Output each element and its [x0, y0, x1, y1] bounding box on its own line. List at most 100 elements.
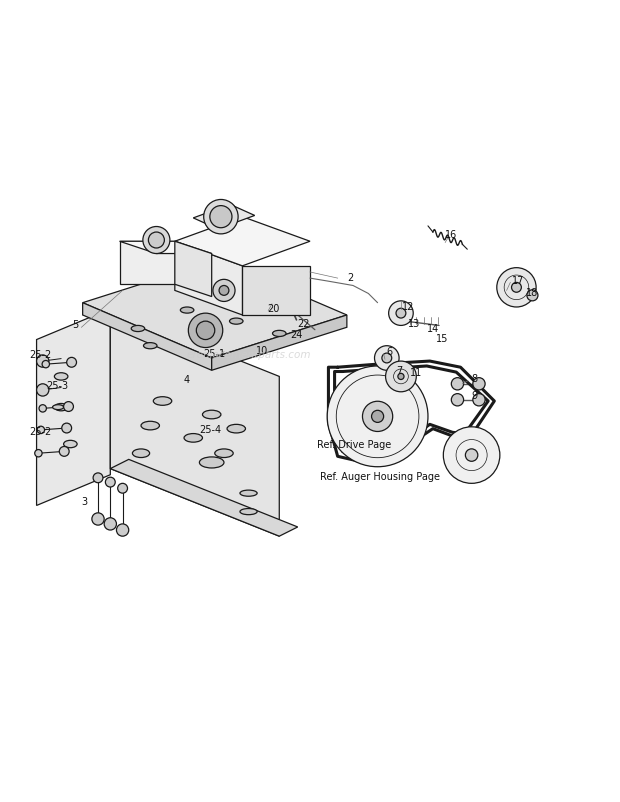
Circle shape	[37, 355, 49, 367]
Polygon shape	[120, 241, 175, 284]
Circle shape	[512, 282, 521, 292]
Circle shape	[398, 374, 404, 379]
Circle shape	[213, 279, 235, 302]
Circle shape	[64, 402, 73, 411]
Circle shape	[148, 232, 164, 248]
Polygon shape	[175, 217, 310, 265]
Ellipse shape	[180, 307, 194, 313]
Circle shape	[527, 290, 538, 301]
Circle shape	[42, 360, 50, 368]
Circle shape	[197, 321, 215, 339]
Ellipse shape	[240, 490, 257, 496]
Ellipse shape	[131, 326, 144, 331]
Text: 25-1: 25-1	[204, 349, 226, 358]
Polygon shape	[110, 309, 279, 537]
Ellipse shape	[153, 397, 172, 405]
Circle shape	[204, 200, 238, 234]
Text: ereplacementparts.com: ereplacementparts.com	[186, 350, 311, 360]
Text: 14: 14	[427, 324, 439, 334]
Polygon shape	[242, 265, 310, 315]
Circle shape	[143, 226, 170, 253]
Text: Ref. Drive Page: Ref. Drive Page	[317, 440, 391, 450]
Circle shape	[497, 268, 536, 307]
Ellipse shape	[229, 318, 243, 324]
Text: 12: 12	[402, 302, 415, 312]
Text: 20: 20	[267, 304, 280, 314]
Circle shape	[219, 286, 229, 295]
Ellipse shape	[200, 457, 224, 468]
Text: Ref. Auger Housing Page: Ref. Auger Housing Page	[320, 472, 440, 482]
Ellipse shape	[215, 449, 233, 457]
Polygon shape	[82, 260, 347, 358]
Circle shape	[39, 405, 46, 412]
Ellipse shape	[133, 449, 149, 457]
Ellipse shape	[141, 421, 159, 430]
Text: 11: 11	[410, 368, 422, 379]
Polygon shape	[37, 309, 110, 505]
Polygon shape	[175, 241, 242, 315]
Circle shape	[443, 427, 500, 484]
Text: 3: 3	[81, 497, 87, 508]
Circle shape	[37, 426, 45, 434]
Circle shape	[37, 384, 49, 396]
Text: 24: 24	[290, 330, 303, 339]
Ellipse shape	[227, 424, 246, 433]
Polygon shape	[175, 241, 211, 297]
Ellipse shape	[64, 440, 77, 448]
Ellipse shape	[143, 342, 157, 349]
Ellipse shape	[273, 330, 286, 337]
Circle shape	[104, 518, 117, 530]
Circle shape	[62, 423, 71, 433]
Circle shape	[386, 361, 416, 392]
Ellipse shape	[193, 337, 206, 342]
Circle shape	[396, 308, 406, 318]
Ellipse shape	[203, 410, 221, 419]
Text: 4: 4	[184, 375, 190, 385]
Circle shape	[118, 484, 128, 493]
Circle shape	[92, 512, 104, 525]
Ellipse shape	[184, 434, 203, 442]
Text: 6: 6	[387, 347, 393, 358]
Circle shape	[451, 378, 464, 390]
Text: 13: 13	[409, 318, 420, 329]
Circle shape	[105, 477, 115, 487]
Text: 15: 15	[436, 334, 448, 344]
Circle shape	[93, 473, 103, 483]
Ellipse shape	[55, 403, 68, 411]
Polygon shape	[110, 460, 298, 537]
Circle shape	[473, 394, 485, 406]
Circle shape	[210, 205, 232, 228]
Circle shape	[473, 378, 485, 390]
Text: 17: 17	[512, 276, 524, 286]
Circle shape	[389, 301, 413, 326]
Ellipse shape	[240, 508, 257, 515]
Text: 5: 5	[72, 321, 78, 330]
Text: 16: 16	[445, 230, 458, 240]
Circle shape	[382, 353, 392, 363]
Text: 9: 9	[472, 391, 478, 401]
Circle shape	[363, 401, 392, 431]
Text: 22: 22	[298, 319, 310, 329]
Text: 25-2: 25-2	[30, 427, 52, 437]
Circle shape	[466, 449, 478, 461]
Polygon shape	[82, 302, 211, 371]
Text: 25-2: 25-2	[30, 350, 52, 360]
Circle shape	[374, 346, 399, 371]
Circle shape	[188, 313, 223, 347]
Polygon shape	[120, 241, 211, 253]
Text: 25-4: 25-4	[199, 426, 221, 435]
Polygon shape	[193, 205, 255, 229]
Text: 10: 10	[256, 346, 268, 355]
Ellipse shape	[53, 405, 64, 410]
Text: 18: 18	[526, 288, 539, 298]
Text: 25-3: 25-3	[46, 381, 68, 391]
Ellipse shape	[55, 373, 68, 380]
Circle shape	[67, 358, 76, 367]
Circle shape	[327, 366, 428, 467]
Circle shape	[117, 524, 129, 537]
Circle shape	[451, 394, 464, 406]
Circle shape	[60, 447, 69, 456]
Text: 7: 7	[396, 366, 402, 376]
Text: 8: 8	[472, 375, 478, 384]
Polygon shape	[211, 315, 347, 371]
